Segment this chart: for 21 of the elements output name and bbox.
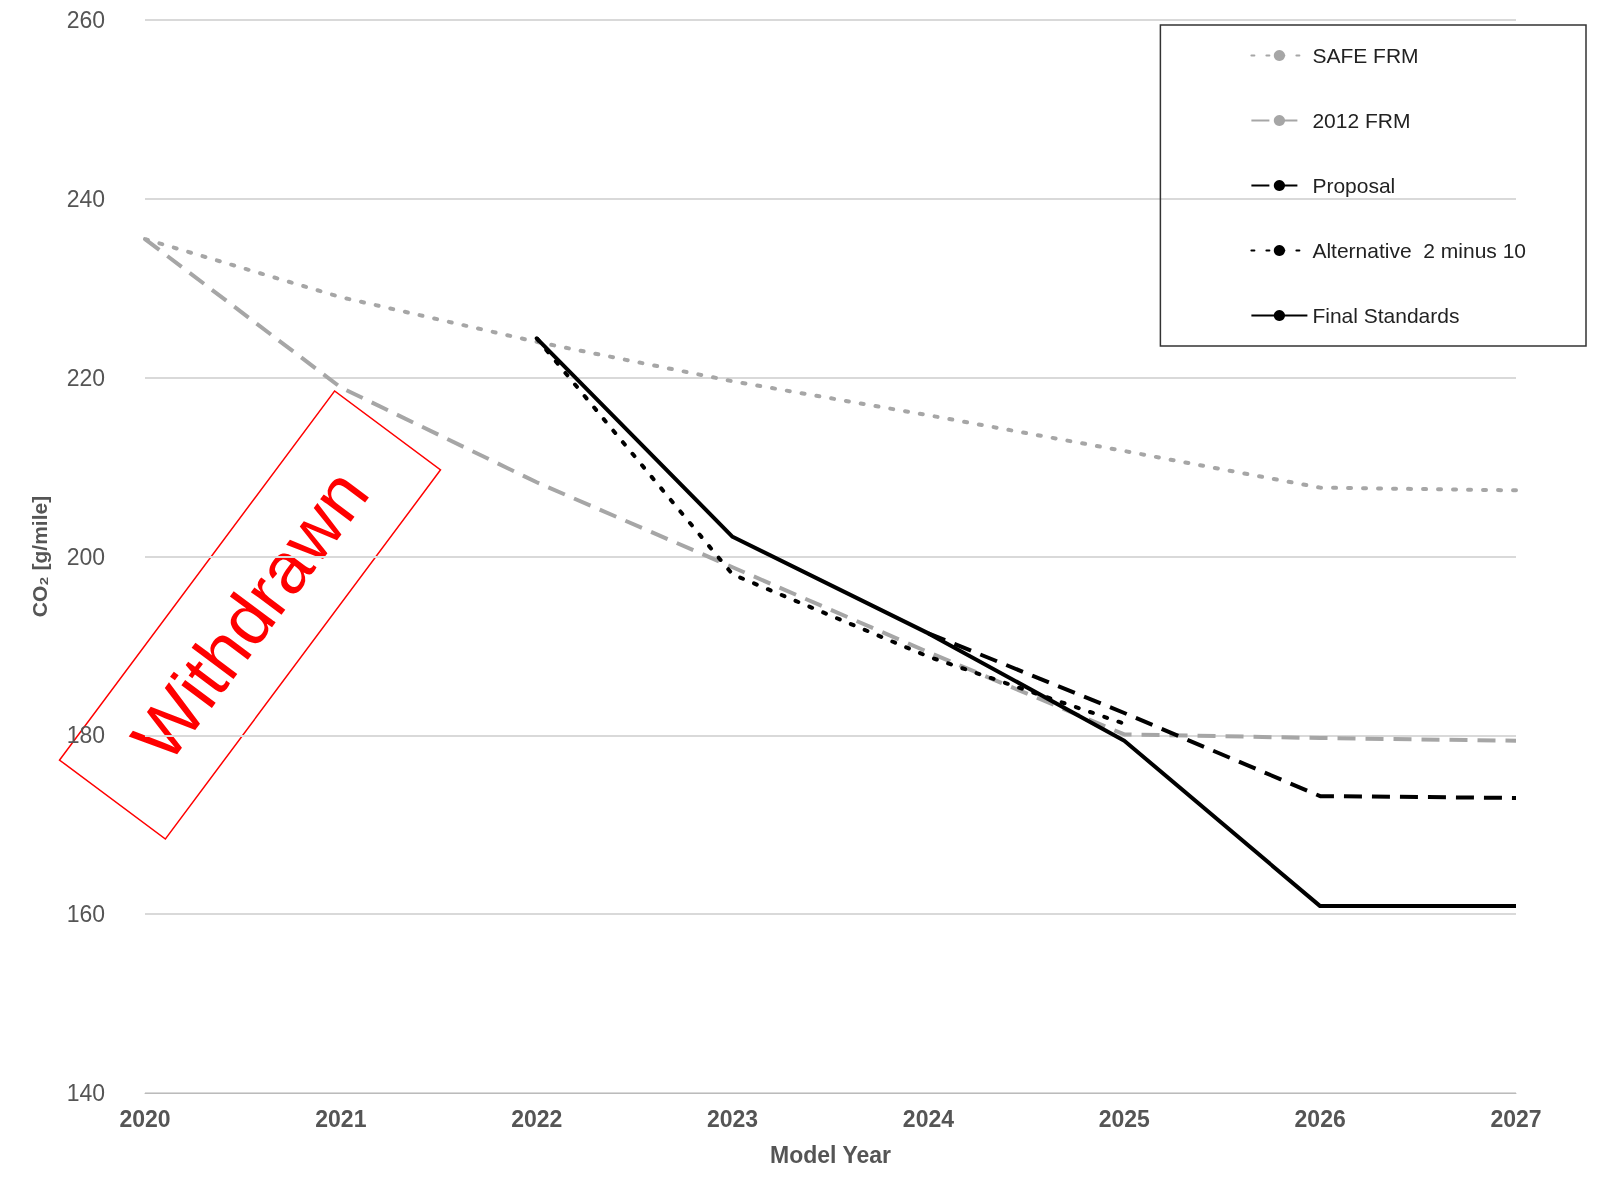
y-tick-label: 160 bbox=[66, 901, 105, 928]
y-tick-label: 240 bbox=[66, 185, 105, 212]
x-tick-label: 2020 bbox=[119, 1105, 171, 1132]
x-tick-label: 2026 bbox=[1294, 1105, 1346, 1132]
x-tick-label: 2022 bbox=[511, 1105, 563, 1132]
legend-label: SAFE FRM bbox=[1312, 44, 1419, 67]
legend-label: Proposal bbox=[1312, 174, 1396, 197]
legend-label: Final Standards bbox=[1312, 304, 1460, 327]
y-tick-label: 140 bbox=[66, 1080, 105, 1106]
x-tick-label: 2023 bbox=[706, 1105, 759, 1132]
legend-label: 2012 FRM bbox=[1312, 109, 1411, 132]
x-tick-label: 2025 bbox=[1098, 1105, 1151, 1132]
x-tick-label: 2027 bbox=[1490, 1105, 1542, 1132]
x-tick-label: 2024 bbox=[902, 1105, 955, 1132]
legend-label: Alternative 2 minus 10 bbox=[1312, 239, 1526, 262]
y-tick-label: 220 bbox=[66, 364, 105, 391]
x-axis-title: Model Year bbox=[769, 1141, 892, 1168]
y-tick-label: 260 bbox=[66, 7, 105, 33]
y-tick-label: 200 bbox=[66, 543, 105, 570]
x-tick-label: 2021 bbox=[315, 1105, 367, 1132]
y-axis-title: CO₂ [g/mile] bbox=[28, 495, 51, 618]
